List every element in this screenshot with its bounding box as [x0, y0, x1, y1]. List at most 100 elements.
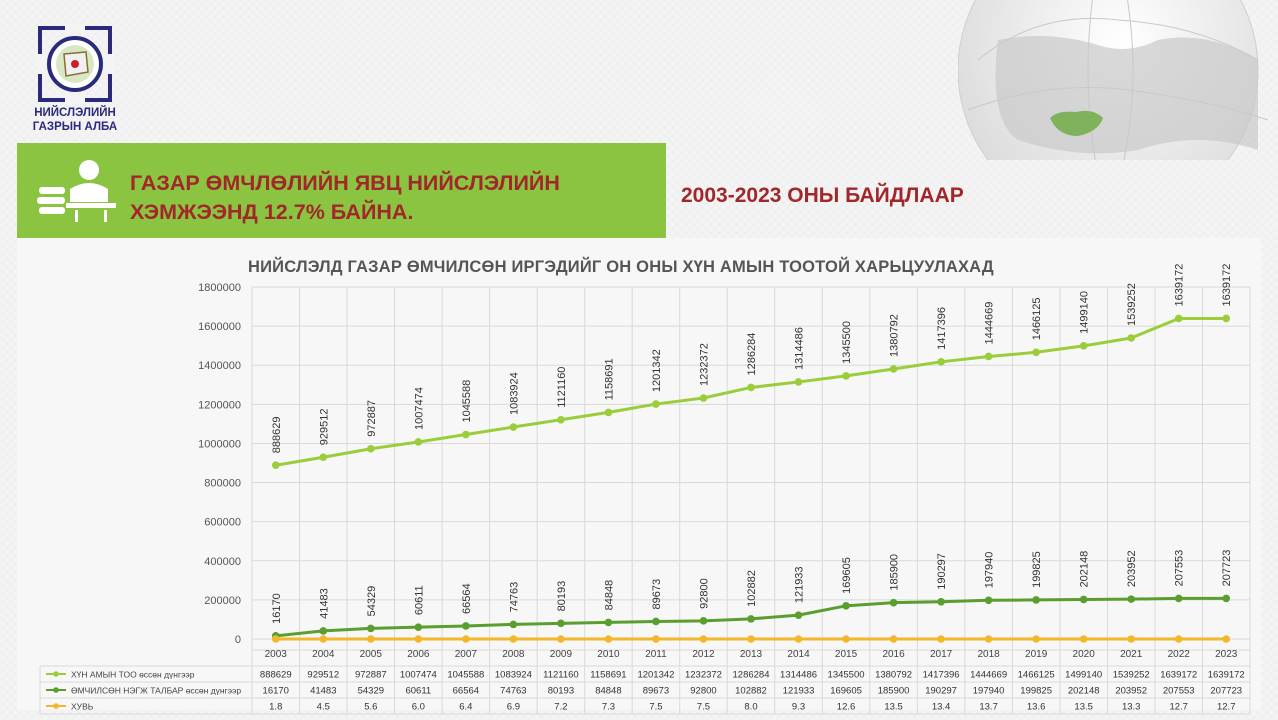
data-label: 1380792 [889, 314, 901, 357]
data-label: 1444669 [984, 302, 996, 345]
data-label: 84848 [603, 580, 615, 611]
data-point [1127, 595, 1135, 603]
data-point [747, 635, 755, 643]
table-cell: 66564 [453, 686, 479, 697]
table-cell: 7.5 [649, 702, 662, 713]
table-cell: 1083924 [495, 670, 532, 681]
table-cell: 1232372 [685, 670, 722, 681]
table-cell: 7.3 [602, 702, 615, 713]
x-tick-label: 2018 [977, 649, 1000, 660]
data-label: 185900 [889, 554, 901, 591]
table-cell: 121933 [783, 686, 815, 697]
y-tick-label: 1600000 [198, 321, 241, 333]
data-label: 1232372 [698, 343, 710, 386]
y-tick-label: 1000000 [198, 438, 241, 450]
table-cell: 13.5 [884, 702, 903, 713]
x-tick-label: 2019 [1025, 649, 1048, 660]
data-point [889, 365, 898, 373]
data-point [1222, 635, 1231, 643]
table-cell: 1466125 [1018, 670, 1055, 681]
table-cell: 6.4 [459, 702, 472, 713]
data-label: 169605 [841, 557, 853, 594]
data-label: 1158691 [603, 358, 615, 400]
data-point [1174, 314, 1183, 323]
data-point [747, 383, 755, 392]
x-tick-label: 2010 [597, 649, 620, 660]
data-label: 202148 [1079, 551, 1091, 588]
legend-label: ХҮН АМЫН ТОО өссөн дүнгээр [71, 670, 195, 680]
table-cell: 207723 [1210, 686, 1242, 697]
data-point [319, 453, 328, 462]
data-point [1174, 594, 1183, 603]
table-cell: 74763 [500, 686, 526, 697]
x-tick-label: 2012 [692, 649, 715, 660]
x-tick-label: 2003 [265, 649, 288, 660]
data-label: 1314486 [794, 327, 806, 370]
table-cell: 102882 [735, 686, 767, 697]
table-cell: 89673 [643, 686, 669, 697]
table-cell: 7.5 [697, 702, 710, 713]
legend-label: ӨМЧИЛСӨН НЭГЖ ТАЛБАР өссөн дүнгээр [71, 686, 241, 696]
data-point [747, 615, 755, 623]
table-cell: 199825 [1020, 686, 1052, 697]
data-point [1222, 594, 1231, 603]
data-label: 1639172 [1174, 264, 1186, 307]
x-tick-label: 2021 [1120, 649, 1143, 660]
legend-swatch-marker [53, 671, 59, 677]
table-cell: 9.3 [792, 702, 805, 713]
data-point [889, 598, 898, 607]
table-cell: 13.4 [932, 702, 951, 713]
data-label: 1007474 [413, 387, 425, 430]
data-point [699, 394, 708, 402]
data-point [699, 635, 708, 643]
x-tick-label: 2013 [740, 649, 763, 660]
x-tick-label: 2011 [645, 649, 667, 660]
table-cell: 92800 [690, 686, 716, 697]
data-point [699, 617, 708, 625]
table-cell: 203952 [1115, 686, 1147, 697]
data-point [604, 618, 613, 627]
data-point [1127, 334, 1135, 342]
data-point [557, 619, 565, 628]
y-tick-label: 800000 [204, 478, 241, 490]
data-point [842, 635, 850, 643]
data-label: 197940 [984, 552, 996, 589]
table-cell: 1201342 [637, 670, 674, 681]
data-point [937, 635, 945, 643]
data-point [462, 635, 470, 643]
data-label: 1539252 [1126, 283, 1138, 326]
table-cell: 1539252 [1113, 670, 1150, 681]
table-cell: 13.3 [1122, 702, 1141, 713]
table-cell: 1345500 [828, 670, 865, 681]
data-point [1032, 348, 1040, 357]
table-cell: 13.7 [979, 702, 998, 713]
data-point [414, 623, 423, 631]
agency-seal-icon [36, 24, 114, 104]
data-point [462, 622, 470, 630]
data-point [794, 635, 803, 643]
y-tick-label: 400000 [204, 556, 241, 568]
x-tick-label: 2007 [455, 649, 478, 660]
y-tick-label: 1200000 [198, 399, 241, 411]
data-point [462, 430, 470, 439]
x-tick-label: 2005 [360, 649, 383, 660]
data-point [1079, 635, 1088, 643]
table-cell: 5.6 [364, 702, 377, 713]
y-tick-label: 1400000 [198, 360, 241, 372]
period-subtitle: 2003-2023 ОНЫ БАЙДЛААР [681, 184, 964, 207]
data-point [1032, 635, 1040, 643]
data-label: 1345500 [841, 321, 853, 364]
x-tick-label: 2020 [1073, 649, 1096, 660]
table-cell: 1007474 [400, 670, 437, 681]
data-label: 41483 [318, 588, 330, 619]
data-label: 207553 [1174, 550, 1186, 587]
table-cell: 190297 [925, 686, 957, 697]
table-cell: 84848 [595, 686, 621, 697]
table-cell: 41483 [310, 686, 336, 697]
data-point [367, 444, 375, 453]
data-point [367, 624, 375, 633]
data-point [1079, 342, 1088, 350]
data-point [414, 635, 423, 643]
data-point [509, 620, 518, 629]
data-point [652, 635, 660, 643]
